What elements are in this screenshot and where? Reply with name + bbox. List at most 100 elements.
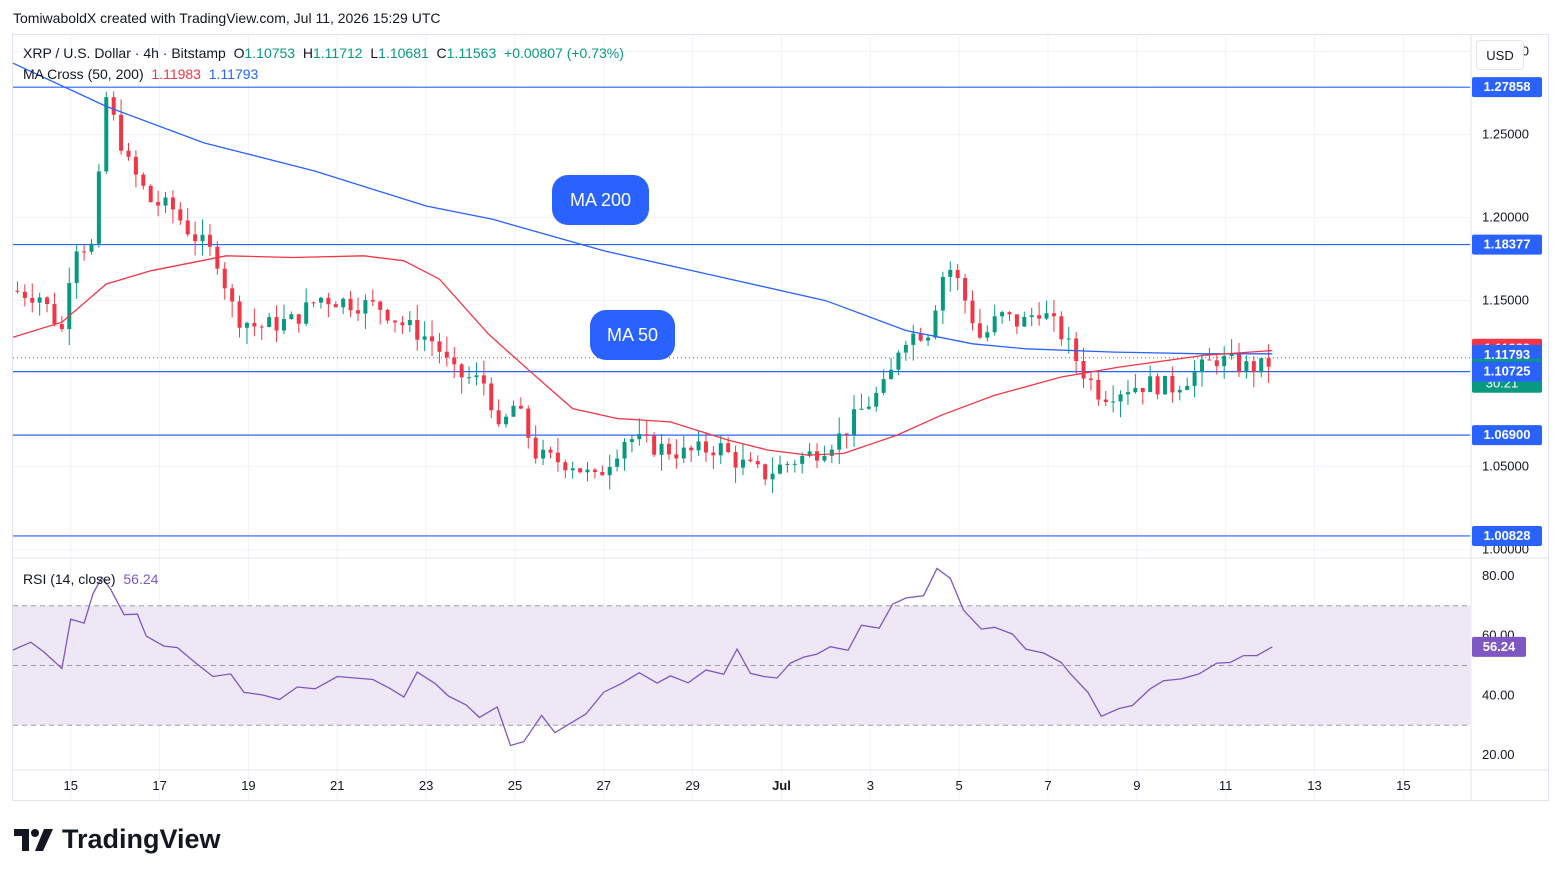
candle-down [1103,399,1108,403]
candle-up [740,459,745,468]
time-tick-label: 3 [867,778,874,793]
candle-up [467,377,472,379]
time-tick-label: 7 [1044,778,1051,793]
candle-down [82,251,87,253]
rsi-line [12,567,1273,747]
candle-up [474,375,479,378]
candle-down [1096,379,1101,400]
candle-down [755,461,760,465]
candle-down [1170,375,1175,393]
candle-up [37,297,42,303]
candle-down [126,150,131,157]
price-tick-label: 1.20000 [1482,210,1529,225]
candle-up [585,469,590,473]
time-tick-label: 19 [241,778,255,793]
candle-up [504,416,509,425]
candle-up [281,319,286,331]
candle-up [889,369,894,380]
price-axis-label-text: 1.18377 [1484,237,1531,252]
candle-up [770,473,775,480]
price-tick-label: 1.25000 [1482,127,1529,142]
rsi-indicator-title[interactable]: RSI (14, close) [23,571,116,587]
candle-down [1081,361,1086,379]
candle-down [526,408,531,438]
candle-up [822,455,827,461]
candle-down [1155,376,1160,395]
candle-down [1088,378,1093,380]
price-legend: XRP / U.S. Dollar · 4h · Bitstamp O1.107… [23,45,624,61]
candle-up [985,332,990,338]
price-axis-label-text: 1.06900 [1484,427,1531,442]
candle-down [59,324,64,330]
candle-down [481,375,486,384]
candle-up [992,316,997,333]
candle-up [1177,389,1182,393]
high-value: 1.11712 [313,45,363,61]
candle-up [607,466,612,476]
candle-up [89,243,94,252]
candle-up [948,269,953,277]
candle-down [703,441,708,453]
price-axis-label [1472,77,1542,98]
candle-down [548,449,553,453]
candle-up [289,314,294,320]
candle-down [207,234,212,247]
currency-button[interactable]: USD [1476,40,1524,70]
candle-up [1022,316,1027,327]
candle-up [1125,392,1130,395]
candle-down [1014,314,1019,327]
candle-down [533,437,538,459]
candle-down [518,405,523,409]
candle-down [733,452,738,468]
candle-down [333,304,338,308]
candle-up [1066,338,1071,340]
candle-down [430,336,435,342]
candle-down [296,314,301,324]
candle-up [696,441,701,451]
candle-down [400,322,405,326]
candle-up [911,333,916,345]
time-tick-label: 21 [330,778,344,793]
tradingview-logo-icon [14,828,53,851]
candle-down [1214,360,1219,367]
candle-up [67,283,72,330]
candle-down [1059,316,1064,340]
candle-up [1244,361,1249,373]
candle-up [615,458,620,467]
candle-up [1199,359,1204,372]
candle-down [459,364,464,378]
candle-down [496,410,501,425]
candle-down [156,202,161,206]
candle-up [304,302,309,324]
time-tick-label: 23 [419,778,433,793]
candle-down [748,459,753,462]
price-axis-label [1472,234,1542,255]
candle-down [1207,359,1212,361]
symbol-title[interactable]: XRP / U.S. Dollar · 4h · Bitstamp [23,45,226,61]
candle-down [711,452,716,456]
ma50-line [12,255,1273,456]
candle-down [237,301,242,328]
candle-down [578,468,583,473]
candle-down [170,197,175,210]
candle-up [318,297,323,303]
candle-up [800,455,805,464]
candle-up [622,441,627,459]
rsi-legend: RSI (14, close) 56.24 [23,571,158,587]
candle-down [563,462,568,471]
tradingview-logo[interactable]: TradingView [14,824,221,855]
candle-up [1148,376,1153,393]
candle-down [311,302,316,304]
candle-down [111,97,116,115]
candle-up [1192,371,1197,386]
candle-down [555,452,560,463]
ma200-line [12,62,1273,355]
candle-up [1259,358,1264,373]
candle-up [570,468,575,471]
candle-down [600,471,605,476]
candle-up [1044,313,1049,319]
ma-indicator-title[interactable]: MA Cross (50, 200) [23,66,144,82]
candle-up [859,408,864,410]
candle-down [185,220,190,235]
